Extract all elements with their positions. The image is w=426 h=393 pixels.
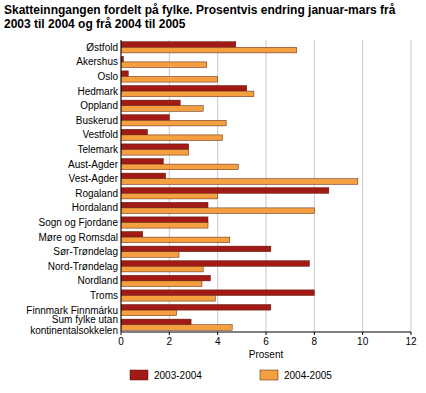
bar bbox=[121, 202, 208, 208]
category-label: Sum fylke utan kontinentalsokkelen bbox=[0, 317, 118, 332]
bar bbox=[121, 106, 203, 112]
category-label: Oslo bbox=[0, 69, 118, 84]
grid-line bbox=[169, 40, 170, 332]
grid-line bbox=[121, 40, 122, 332]
bar bbox=[121, 275, 210, 281]
bar bbox=[121, 86, 247, 92]
bar bbox=[121, 217, 208, 223]
grid-line bbox=[314, 40, 315, 332]
grid-line bbox=[362, 40, 363, 332]
category-label: Aust-Agder bbox=[0, 157, 118, 172]
tick-label: 2 bbox=[167, 336, 173, 347]
category-label: Vestfold bbox=[0, 128, 118, 143]
category-label: Hedmark bbox=[0, 84, 118, 99]
bar bbox=[121, 91, 254, 97]
tick bbox=[121, 332, 122, 335]
category-label: Hordaland bbox=[0, 201, 118, 216]
bar bbox=[121, 237, 230, 243]
grid-line bbox=[266, 40, 267, 332]
category-label: Troms bbox=[0, 288, 118, 303]
axis-label: Prosent bbox=[249, 349, 284, 360]
bar bbox=[121, 319, 191, 325]
legend-swatch bbox=[260, 370, 278, 380]
category-label: Nordland bbox=[0, 274, 118, 289]
tick bbox=[314, 332, 315, 335]
category-label: Buskerud bbox=[0, 113, 118, 128]
bar bbox=[121, 305, 271, 311]
bar bbox=[121, 232, 143, 238]
category-label: Rogaland bbox=[0, 186, 118, 201]
grid-line bbox=[217, 40, 218, 332]
bar bbox=[121, 159, 163, 165]
bar bbox=[121, 115, 169, 121]
category-label: Møre og Romsdal bbox=[0, 230, 118, 245]
bar bbox=[121, 179, 358, 185]
bar bbox=[121, 252, 179, 258]
bar bbox=[121, 296, 215, 302]
bar bbox=[121, 77, 218, 83]
category-label: Sør-Trøndelag bbox=[0, 244, 118, 259]
tick-label: 6 bbox=[263, 336, 269, 347]
bar bbox=[121, 188, 329, 194]
legend-swatch bbox=[130, 370, 148, 380]
chart: 0 2 4 6 8 10 12 Prosent 2003-2004 2004-2005 bbox=[0, 0, 426, 393]
bar bbox=[121, 281, 202, 287]
bars bbox=[121, 42, 358, 331]
bar bbox=[121, 266, 203, 272]
tick-label: 12 bbox=[405, 336, 417, 347]
tick bbox=[169, 332, 170, 335]
bar bbox=[121, 129, 148, 135]
bar bbox=[121, 261, 310, 267]
bar bbox=[121, 120, 226, 126]
tick bbox=[362, 332, 363, 335]
y-axis bbox=[121, 40, 122, 332]
category-label: Østfold bbox=[0, 40, 118, 55]
bar bbox=[121, 173, 166, 179]
bar bbox=[121, 310, 177, 316]
bar bbox=[121, 193, 218, 199]
tick-label: 8 bbox=[312, 336, 318, 347]
tick bbox=[217, 332, 218, 335]
bar bbox=[121, 47, 297, 53]
tick bbox=[411, 332, 412, 335]
tick-label: 0 bbox=[118, 336, 124, 347]
bar bbox=[121, 71, 128, 77]
tick-label: 10 bbox=[357, 336, 369, 347]
bar bbox=[121, 325, 232, 331]
category-label: Finnmark Finnmárku bbox=[0, 303, 118, 318]
tick-label: 4 bbox=[215, 336, 221, 347]
bar bbox=[121, 62, 207, 68]
category-label: Oppland bbox=[0, 98, 118, 113]
bar bbox=[121, 150, 189, 156]
bar bbox=[121, 246, 271, 252]
legend-label: 2003-2004 bbox=[154, 370, 202, 381]
grid-line bbox=[411, 40, 412, 332]
category-label: Nord-Trøndelag bbox=[0, 259, 118, 274]
category-label: Sogn og Fjordane bbox=[0, 215, 118, 230]
bar bbox=[121, 135, 223, 141]
bar bbox=[121, 290, 314, 296]
category-label: Vest-Agder bbox=[0, 171, 118, 186]
bar bbox=[121, 164, 238, 170]
bar bbox=[121, 144, 189, 150]
tick bbox=[266, 332, 267, 335]
bar bbox=[121, 100, 180, 106]
category-label: Telemark bbox=[0, 142, 118, 157]
bar bbox=[121, 42, 236, 48]
legend-label: 2004-2005 bbox=[284, 370, 332, 381]
bar bbox=[121, 223, 208, 229]
category-label: Akershus bbox=[0, 55, 118, 70]
bar bbox=[121, 208, 314, 214]
title: Skatteinngangen fordelt på fylke. Prosen… bbox=[4, 3, 414, 31]
